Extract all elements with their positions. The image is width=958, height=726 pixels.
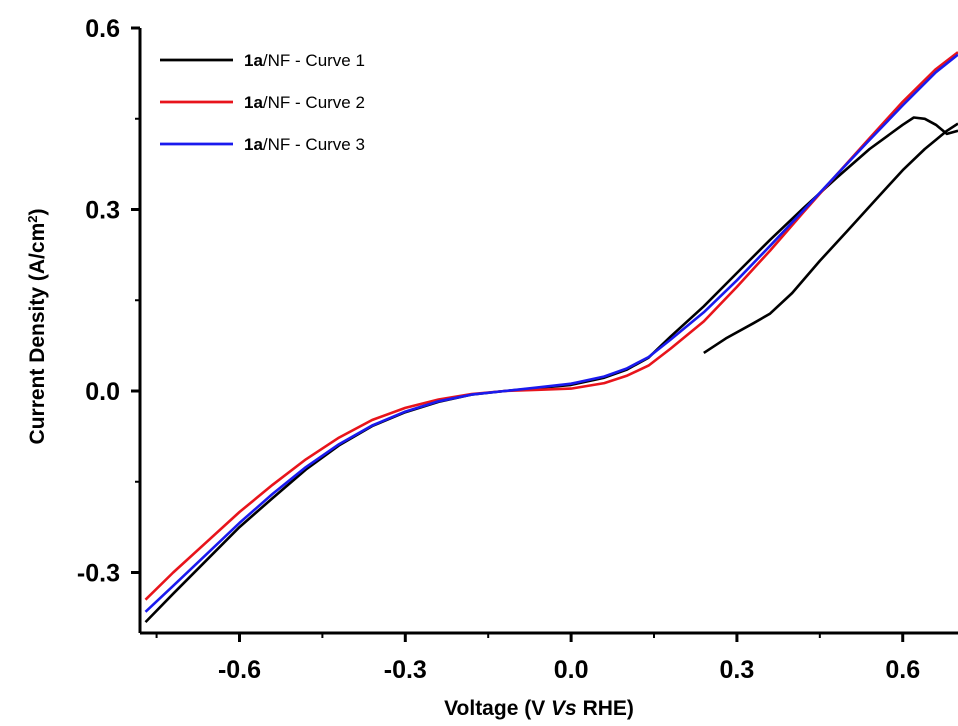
legend-label: 1a/NF - Curve 2: [244, 93, 365, 112]
axes: [138, 28, 958, 635]
legend-label: 1a/NF - Curve 1: [244, 51, 365, 70]
x-tick-label: 0.3: [720, 656, 755, 684]
ticks: [131, 26, 905, 642]
legend: 1a/NF - Curve 1 1a/NF - Curve 2 1a/NF - Cu…: [160, 51, 365, 154]
y-tick-label: 0.3: [85, 197, 120, 225]
legend-label: 1a/NF - Curve 3: [244, 135, 365, 154]
x-tick-label: 0.6: [885, 656, 920, 684]
series-line-1: [703, 122, 958, 354]
x-tick-label: -0.6: [218, 656, 261, 684]
x-axis-title: Voltage (V Vs RHE): [444, 697, 634, 720]
y-tick-label: -0.3: [77, 560, 120, 588]
plot-lines: [144, 51, 958, 624]
y-tick-label: 0.0: [85, 378, 120, 406]
x-tick-label: -0.3: [384, 656, 427, 684]
tick-labels: -0.6 -0.3 0.0 0.3 0.6 -0.3 0.0 0.3 0.6: [77, 15, 920, 684]
y-tick-label: 0.6: [85, 15, 120, 43]
y-axis-title: Current Density (A/cm2): [25, 209, 50, 445]
x-tick-label: 0.0: [554, 656, 589, 684]
series-line-1: [144, 116, 958, 624]
series-line-3: [144, 53, 958, 613]
